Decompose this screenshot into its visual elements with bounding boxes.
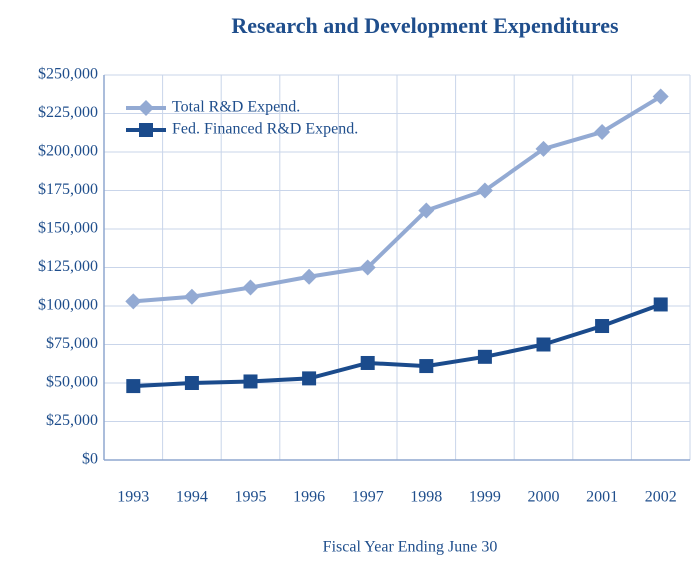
- x-tick-label: 1997: [352, 489, 384, 506]
- point: [595, 319, 610, 334]
- point: [302, 371, 317, 386]
- legend-label: Fed. Financed R&D Expend.: [172, 121, 358, 138]
- point: [184, 376, 199, 390]
- x-tick-label: 1996: [293, 489, 325, 506]
- point: [126, 379, 141, 394]
- x-tick-label: 1999: [469, 489, 501, 506]
- x-tick-label: 2001: [586, 489, 618, 506]
- y-tick-label: $100,000: [38, 297, 98, 314]
- legend-label: Total R&D Expend.: [172, 99, 300, 116]
- x-tick-label: 2000: [528, 489, 560, 506]
- point: [360, 355, 375, 370]
- y-tick-label: $150,000: [38, 220, 98, 237]
- point: [477, 349, 492, 364]
- x-axis-label: Fiscal Year Ending June 30: [323, 539, 498, 556]
- point: [125, 293, 142, 310]
- y-tick-label: $250,000: [38, 66, 98, 83]
- x-tick-label: 1995: [235, 489, 267, 506]
- point: [536, 337, 551, 352]
- y-tick-label: $175,000: [38, 181, 98, 198]
- y-tick-label: $25,000: [46, 412, 98, 429]
- point: [242, 279, 259, 296]
- y-tick-label: $225,000: [38, 104, 98, 121]
- point: [419, 359, 434, 374]
- y-tick-label: $0: [82, 451, 98, 468]
- point: [535, 140, 552, 157]
- point: [359, 259, 376, 276]
- point: [594, 123, 611, 140]
- y-tick-label: $200,000: [38, 143, 98, 160]
- point: [653, 297, 668, 312]
- point: [183, 288, 200, 305]
- point: [138, 100, 154, 116]
- x-tick-label: 2002: [645, 489, 677, 506]
- point: [652, 88, 669, 105]
- y-tick-label: $75,000: [46, 335, 98, 352]
- series-line: [133, 302, 662, 389]
- point: [476, 182, 493, 199]
- series-line: [133, 94, 662, 304]
- x-tick-label: 1994: [176, 489, 208, 506]
- point: [301, 268, 318, 285]
- point: [418, 202, 435, 219]
- y-tick-label: $50,000: [46, 374, 98, 391]
- x-tick-label: 1998: [410, 489, 442, 506]
- x-tick-label: 1993: [117, 489, 149, 506]
- chart-title: Research and Development Expenditures: [231, 13, 619, 38]
- point: [139, 123, 153, 137]
- y-tick-label: $125,000: [38, 258, 98, 275]
- point: [243, 374, 258, 389]
